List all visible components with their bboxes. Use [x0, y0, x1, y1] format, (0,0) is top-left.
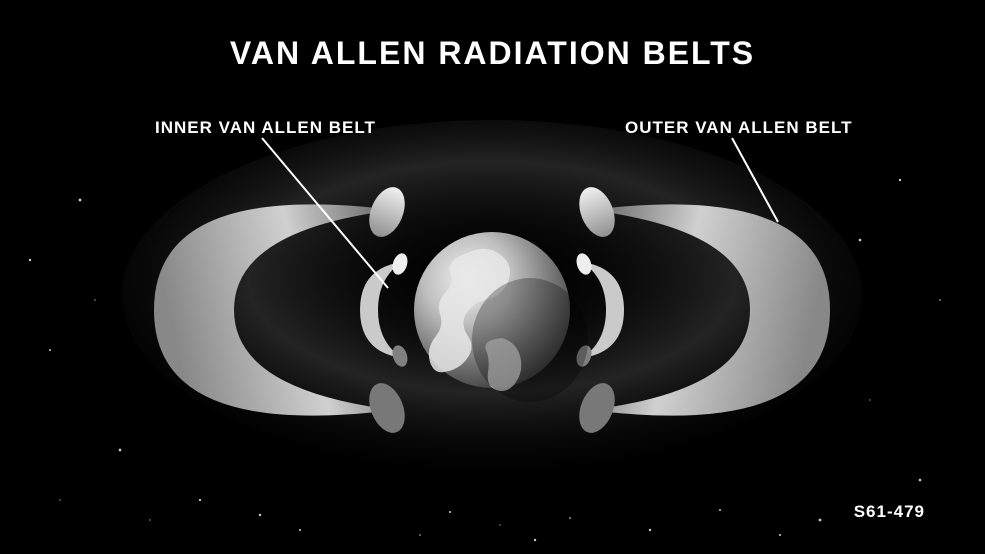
label-outer-belt: OUTER VAN ALLEN BELT	[625, 118, 852, 138]
label-inner-belt: INNER VAN ALLEN BELT	[155, 118, 376, 138]
radiation-belts-diagram	[0, 0, 985, 554]
reference-code: S61-479	[854, 502, 925, 522]
diagram-title: VAN ALLEN RADIATION BELTS	[230, 35, 755, 72]
